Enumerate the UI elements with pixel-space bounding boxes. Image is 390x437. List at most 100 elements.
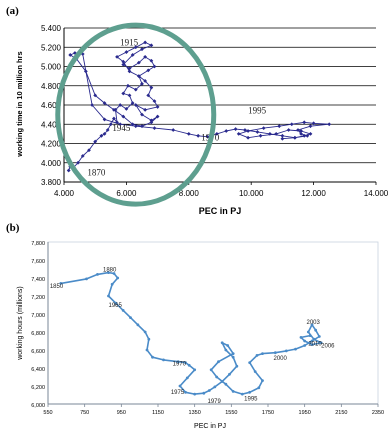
data-point (186, 131, 191, 136)
data-point (143, 54, 148, 59)
data-point (236, 131, 241, 136)
data-point (149, 120, 154, 125)
data-point (133, 103, 138, 107)
x-tick-label: 750 (80, 410, 89, 416)
data-point (217, 360, 220, 364)
data-point (130, 101, 135, 105)
data-point (149, 118, 154, 123)
data-point (231, 390, 235, 393)
data-point (296, 128, 300, 132)
data-point (255, 354, 259, 357)
data-point (255, 130, 260, 134)
data-point (133, 45, 138, 50)
chart-b-series (59, 271, 323, 396)
data-point (257, 386, 261, 390)
data-point (143, 40, 148, 45)
data-point (133, 87, 138, 92)
y-tick-label: 5.400 (41, 24, 62, 33)
data-point (214, 131, 219, 136)
annotation-label: 1965 (109, 303, 123, 309)
data-point (305, 133, 310, 138)
data-point (149, 85, 154, 90)
data-point (184, 390, 187, 394)
data-point (112, 272, 116, 275)
data-point (93, 139, 98, 144)
data-point (224, 348, 228, 352)
data-point (93, 93, 98, 98)
data-point (193, 392, 197, 396)
data-point (178, 384, 182, 388)
annotation-label: 1880 (103, 268, 117, 274)
data-point (327, 122, 332, 127)
annotation-label: 1945 (112, 123, 131, 133)
annotation-label: 1870 (87, 167, 106, 177)
y-tick-label: 6,400 (31, 367, 45, 373)
data-point (243, 128, 247, 132)
data-point (143, 107, 148, 112)
data-point (152, 99, 157, 104)
x-tick-label: 950 (117, 410, 126, 416)
data-point (248, 361, 252, 364)
data-point (99, 133, 104, 138)
data-point (121, 309, 125, 312)
data-point (196, 133, 201, 138)
x-tick-label: 1950 (299, 410, 311, 416)
chart-a-axes (63, 28, 377, 185)
x-tick-label: 1150 (152, 410, 164, 416)
data-point (310, 343, 314, 346)
data-point (143, 79, 148, 83)
data-point (107, 294, 110, 298)
chart-a-highlight (55, 22, 217, 207)
data-point (312, 337, 316, 341)
data-point (136, 60, 141, 65)
y-tick-label: 4.800 (41, 82, 62, 91)
chart-b-annotations: 1850 1880 1965 1970 1975 1979 1995 2000 2003 2010… (50, 268, 335, 405)
data-point (187, 363, 191, 367)
chart-b-plot-frame (47, 241, 379, 405)
data-point (130, 53, 135, 57)
data-point (149, 58, 154, 63)
data-point (303, 344, 307, 347)
data-point (314, 328, 318, 332)
x-tick-label: 12.000 (301, 189, 326, 198)
x-tick-label: 1550 (225, 410, 237, 416)
data-point (258, 133, 263, 138)
data-point (140, 81, 144, 86)
data-point (215, 375, 219, 379)
data-point (136, 74, 141, 79)
data-point (76, 160, 80, 165)
x-tick-label: 2150 (335, 410, 347, 416)
data-point (118, 103, 123, 107)
data-point (308, 334, 312, 337)
chart-a-x-tick-labels: 4.000 6.000 8.000 10.000 12.000 14.000 (54, 189, 389, 198)
data-point (121, 62, 126, 67)
data-point (261, 352, 264, 355)
data-point (124, 106, 129, 111)
data-point (121, 59, 126, 64)
data-point (303, 339, 307, 343)
data-point (127, 93, 132, 98)
chart-b-x-axis-label: PEC in PJ (194, 423, 226, 430)
data-point (261, 379, 264, 382)
data-point (115, 120, 119, 125)
x-tick-label: 550 (43, 410, 52, 416)
data-point (268, 131, 272, 136)
data-point (80, 154, 85, 158)
data-point (126, 83, 130, 88)
y-tick-label: 4.600 (41, 101, 62, 110)
data-point (213, 385, 217, 389)
data-point (152, 64, 157, 69)
chart-b-axes (47, 242, 379, 407)
data-point (155, 114, 160, 119)
data-point (114, 301, 118, 305)
y-tick-label: 3.800 (41, 178, 62, 187)
chart-a-y-axis-label: working time in 10 million hrs (15, 51, 24, 157)
data-point (184, 361, 187, 364)
data-point (280, 133, 285, 138)
y-tick-label: 6,200 (31, 385, 45, 391)
data-point (302, 120, 307, 125)
data-point (68, 53, 73, 57)
data-point (171, 128, 176, 132)
x-tick-label: 1350 (189, 410, 201, 416)
